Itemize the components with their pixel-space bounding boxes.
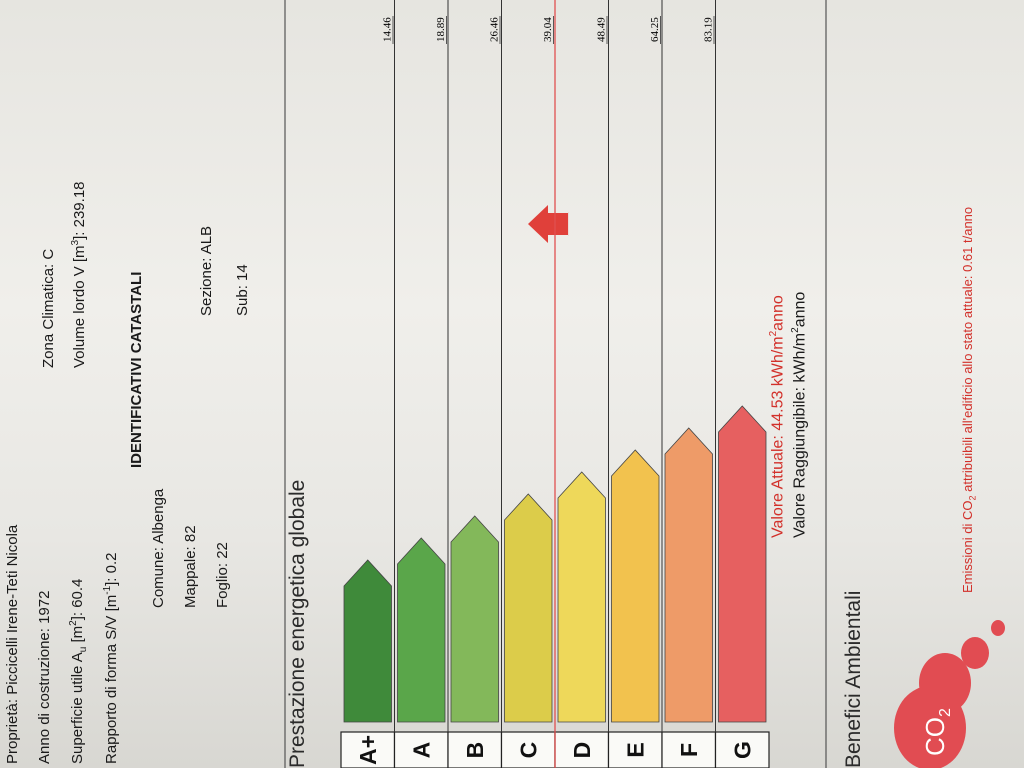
current-value-text: Valore Attuale: 44.53 kWh/m2anno: [768, 295, 787, 538]
co2-badge: CO2: [920, 708, 955, 756]
class-label-b: B: [462, 742, 488, 759]
class-label-c: C: [515, 742, 541, 759]
class-bar-d: [557, 471, 606, 723]
class-label-aplus: A+: [355, 735, 381, 765]
class-bar-g: [718, 405, 767, 723]
threshold-value: 26.46: [489, 17, 501, 42]
environment-section-title: Benefici Ambientali: [842, 590, 865, 768]
class-label-e: E: [622, 742, 648, 757]
emissions-text: Emissioni di CO2 attribuibili all'edific…: [960, 206, 978, 593]
threshold-value: 18.89: [435, 17, 447, 42]
class-bar-b: [450, 515, 499, 723]
current-class-marker: [528, 205, 569, 243]
class-label-d: D: [569, 742, 595, 759]
threshold-value: 64.25: [649, 17, 661, 42]
threshold-value: 39.04: [542, 17, 554, 42]
class-bars: [343, 405, 767, 723]
threshold-value: 48.49: [596, 17, 608, 42]
class-labels: A+ A B C D E F G: [340, 731, 770, 768]
class-bar-a: [397, 537, 446, 723]
achievable-value-text: Valore Raggiungibile: kWh/m2anno: [790, 291, 809, 538]
class-bar-f: [664, 427, 713, 723]
class-label-f: F: [676, 743, 702, 757]
class-label-box: [714, 731, 770, 768]
threshold-value: 83.19: [703, 17, 715, 42]
threshold-value: 14.46: [382, 17, 394, 42]
class-label-a: A: [408, 742, 434, 759]
class-bar-e: [611, 449, 660, 723]
class-label-g: G: [729, 741, 755, 759]
class-bar-c: [504, 493, 553, 723]
current-class-arrow: [528, 205, 568, 243]
threshold-values: 14.46 18.89 26.46 39.04 48.49 64.25 83.19: [382, 16, 715, 44]
class-bar-aplus: [343, 559, 392, 723]
